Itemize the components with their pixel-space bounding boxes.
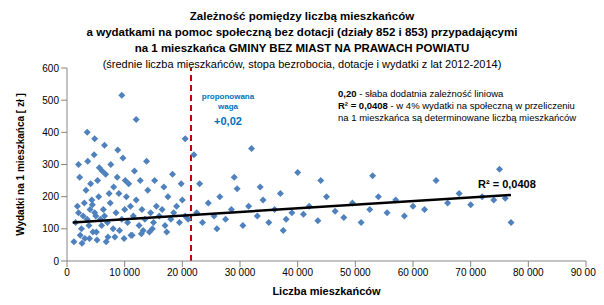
svg-text:70 000: 70 000 bbox=[455, 267, 486, 278]
svg-text:400: 400 bbox=[42, 127, 59, 138]
svg-text:30 000: 30 000 bbox=[225, 267, 256, 278]
html-text:0,20 - słaba dodatnia zależnoś: 0,20 - słaba dodatnia zależność liniowa bbox=[338, 88, 504, 99]
svg-text:50 000: 50 000 bbox=[340, 267, 371, 278]
svg-text:40 000: 40 000 bbox=[282, 267, 313, 278]
svg-text:Liczba mieszkańców: Liczba mieszkańców bbox=[272, 285, 381, 297]
svg-text:100: 100 bbox=[42, 223, 59, 234]
html-text:waga: waga bbox=[218, 102, 238, 111]
html-text:a wydatkami na pomoc społeczną: a wydatkami na pomoc społeczną bez dotac… bbox=[86, 26, 518, 38]
svg-text:0: 0 bbox=[53, 256, 59, 267]
html-text:(średnie liczba mieszkańców, s: (średnie liczba mieszkańców, stopa bezro… bbox=[102, 58, 502, 70]
html-text:Zależność pomiędzy liczbą mies: Zależność pomiędzy liczbą mieszkańców bbox=[189, 10, 415, 22]
svg-text:600: 600 bbox=[42, 63, 59, 74]
html-text:na 1 mieszkańca GMINY BEZ MIAS: na 1 mieszkańca GMINY BEZ MIAST NA PRAWA… bbox=[134, 42, 470, 54]
svg-text:60 000: 60 000 bbox=[398, 267, 429, 278]
html-text:na 1 mieszkańca są determinowa: na 1 mieszkańca są determinowane liczbą … bbox=[338, 112, 577, 123]
svg-text:20 000: 20 000 bbox=[167, 267, 198, 278]
svg-text:200: 200 bbox=[42, 191, 59, 202]
svg-text:10 000: 10 000 bbox=[109, 267, 140, 278]
html-text:R² = 0,0408 - w 4% wydatki na: R² = 0,0408 - w 4% wydatki na społeczną … bbox=[338, 100, 575, 111]
svg-text:500: 500 bbox=[42, 95, 59, 106]
svg-text:90 000: 90 000 bbox=[571, 267, 596, 278]
html-text:R² = 0,0408: R² = 0,0408 bbox=[478, 178, 536, 190]
svg-text:80 000: 80 000 bbox=[513, 267, 544, 278]
html-text:proponowana: proponowana bbox=[201, 92, 255, 101]
svg-text:300: 300 bbox=[42, 159, 59, 170]
svg-text:Wydatki na 1 mieszkańca [ zł ]: Wydatki na 1 mieszkańca [ zł ] bbox=[15, 93, 26, 236]
html-text:+0,02: +0,02 bbox=[214, 115, 242, 127]
svg-text:0: 0 bbox=[64, 267, 70, 278]
